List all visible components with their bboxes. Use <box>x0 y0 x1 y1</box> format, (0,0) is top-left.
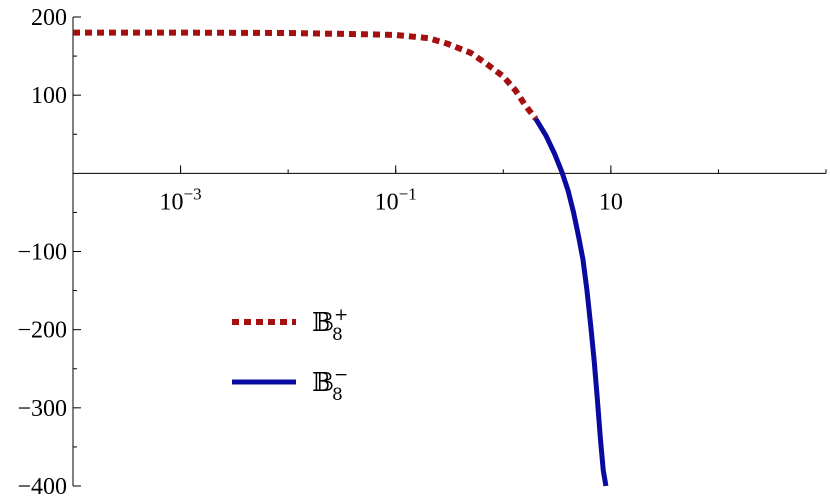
legend: 𝔹+ 8 𝔹− 8 <box>232 305 348 405</box>
series-line-1 <box>73 29 539 121</box>
y-tick-label: 200 <box>31 5 67 31</box>
axes: 10−3 10−1 10 200 100 −100 −200 −300 −400 <box>17 5 827 500</box>
x-tick-label: 10−1 <box>375 184 417 215</box>
y-tick-label: 100 <box>31 83 67 109</box>
legend-label-2: 𝔹− 8 <box>312 365 348 405</box>
series-line-2 <box>533 117 609 487</box>
y-tick-label: −300 <box>17 396 67 422</box>
series-layer <box>73 29 609 487</box>
x-tick-label: 10−3 <box>160 184 202 215</box>
y-tick-label: −200 <box>17 318 67 344</box>
y-tick-label: −100 <box>17 240 67 266</box>
x-tick-label: 10 <box>599 189 623 215</box>
legend-label-1: 𝔹+ 8 <box>312 305 348 345</box>
y-tick-label: −400 <box>17 474 67 500</box>
